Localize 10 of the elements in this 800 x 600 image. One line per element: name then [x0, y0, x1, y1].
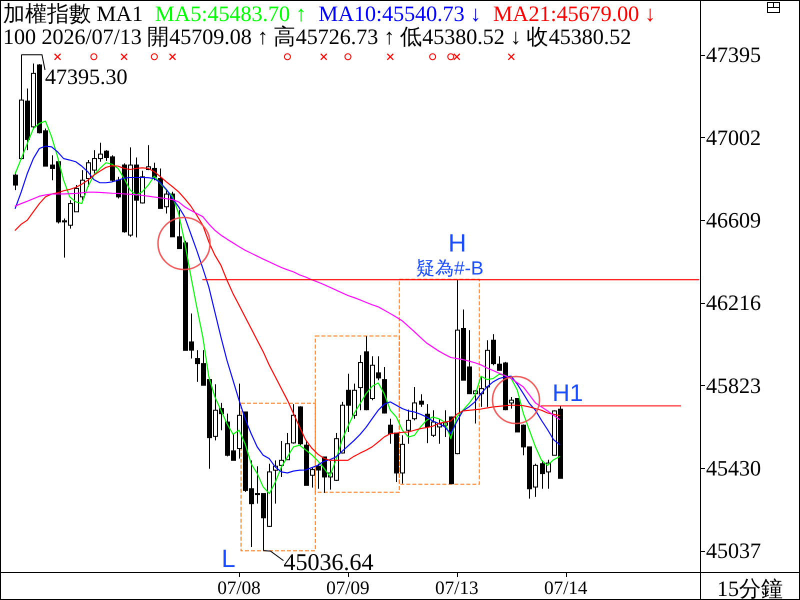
- x-tick-label: 07/09: [326, 578, 370, 599]
- chart-title: 加權指數 MA1: [3, 1, 143, 26]
- text: MA10:45540.73 ↓: [318, 1, 482, 26]
- x-axis-title: 15分鐘: [717, 576, 783, 600]
- x-tick-label: 07/08: [217, 578, 261, 599]
- x-tick-label: 07/13: [435, 578, 478, 599]
- text: MA21:45679.00 ↓: [493, 1, 656, 26]
- x-tick-label: 07/14: [544, 578, 588, 599]
- text: MA5:45483.70 ↑: [154, 1, 307, 26]
- text: 100 2026/07/13 開45709.08 ↑ 高45726.73 ↑ 低45380.52 ↓ 收45380.52: [3, 24, 632, 49]
